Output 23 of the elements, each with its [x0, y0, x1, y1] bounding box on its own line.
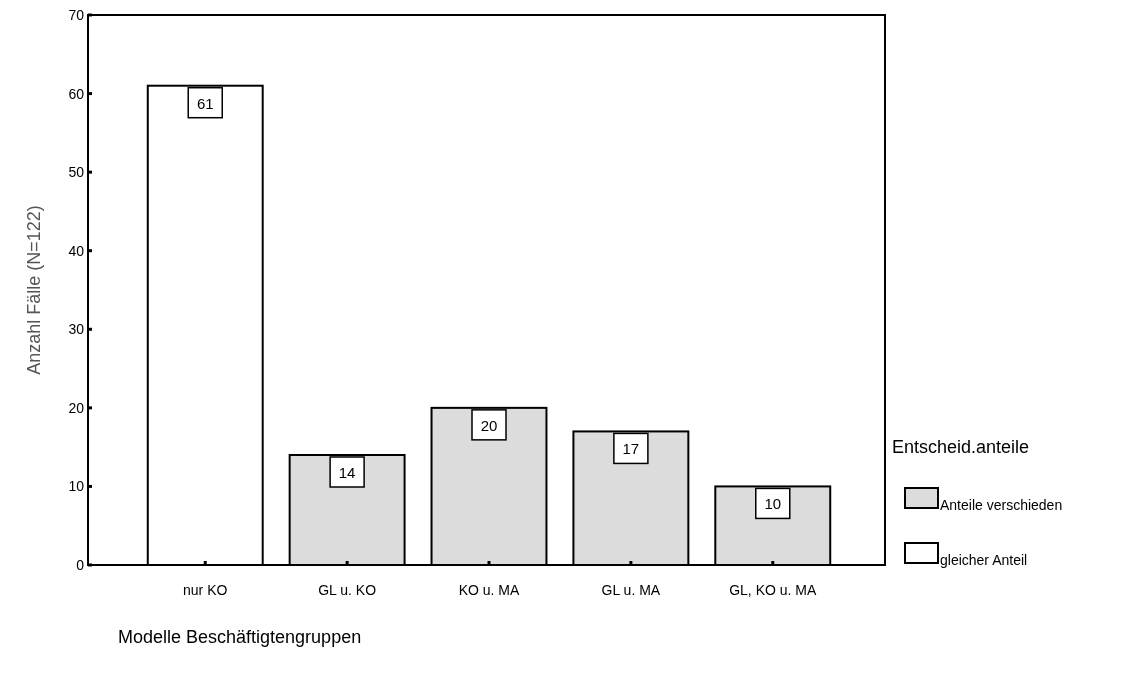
y-tick-label: 60 [68, 85, 85, 102]
y-tick-label: 10 [68, 478, 85, 495]
x-tick-label: GL u. MA [601, 582, 661, 598]
x-tick-label: nur KO [183, 582, 228, 598]
legend-label: Anteile verschieden [940, 497, 1063, 513]
y-tick-label: 50 [68, 164, 85, 181]
data-label: 10 [764, 495, 782, 513]
y-tick-label: 30 [68, 321, 85, 338]
x-tick-label: KO u. MA [458, 582, 520, 598]
y-axis-title: Anzahl Fälle (N=122) [24, 205, 44, 375]
legend-title: Entscheid.anteile [892, 437, 1030, 457]
x-tick-label: GL, KO u. MA [729, 582, 817, 598]
y-tick-label: 40 [68, 242, 85, 259]
data-label: 14 [338, 464, 356, 481]
y-tick-label: 70 [68, 7, 85, 23]
data-label: 17 [622, 440, 640, 458]
y-tick-label: 0 [76, 557, 85, 573]
data-label: 20 [480, 416, 498, 434]
legend-label: gleicher Anteil [940, 552, 1028, 568]
data-label: 61 [196, 94, 214, 112]
x-tick-label: GL u. KO [318, 582, 377, 598]
x-axis-title: Modelle Beschäftigtengruppen [118, 627, 362, 647]
y-tick-label: 20 [68, 399, 85, 416]
